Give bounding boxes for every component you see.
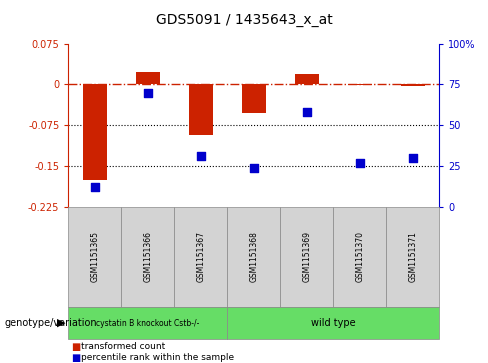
Text: genotype/variation: genotype/variation: [5, 318, 98, 328]
Text: GSM1151367: GSM1151367: [196, 231, 205, 282]
Point: [409, 155, 417, 161]
Point: [91, 184, 99, 190]
Text: ▶: ▶: [58, 318, 66, 328]
Point: [250, 165, 258, 171]
Text: cystatin B knockout Cstb-/-: cystatin B knockout Cstb-/-: [96, 319, 200, 327]
Point: [144, 90, 152, 95]
Text: GSM1151368: GSM1151368: [249, 231, 258, 282]
Bar: [83, 84, 107, 180]
Text: percentile rank within the sample: percentile rank within the sample: [81, 353, 234, 362]
Bar: [401, 84, 425, 86]
Text: GDS5091 / 1435643_x_at: GDS5091 / 1435643_x_at: [156, 13, 332, 27]
Bar: [242, 84, 265, 113]
Text: GSM1151370: GSM1151370: [355, 231, 364, 282]
Text: GSM1151369: GSM1151369: [302, 231, 311, 282]
Text: GSM1151371: GSM1151371: [408, 231, 417, 282]
Point: [356, 160, 364, 166]
Point: [197, 153, 204, 159]
Text: GSM1151366: GSM1151366: [143, 231, 152, 282]
Bar: [348, 84, 372, 85]
Point: [303, 109, 311, 115]
Text: ■: ■: [71, 352, 80, 363]
Text: transformed count: transformed count: [81, 342, 165, 351]
Text: wild type: wild type: [311, 318, 356, 328]
Bar: [189, 84, 213, 135]
Bar: [136, 72, 160, 84]
Bar: [295, 73, 319, 84]
Text: ■: ■: [71, 342, 80, 352]
Text: GSM1151365: GSM1151365: [90, 231, 100, 282]
